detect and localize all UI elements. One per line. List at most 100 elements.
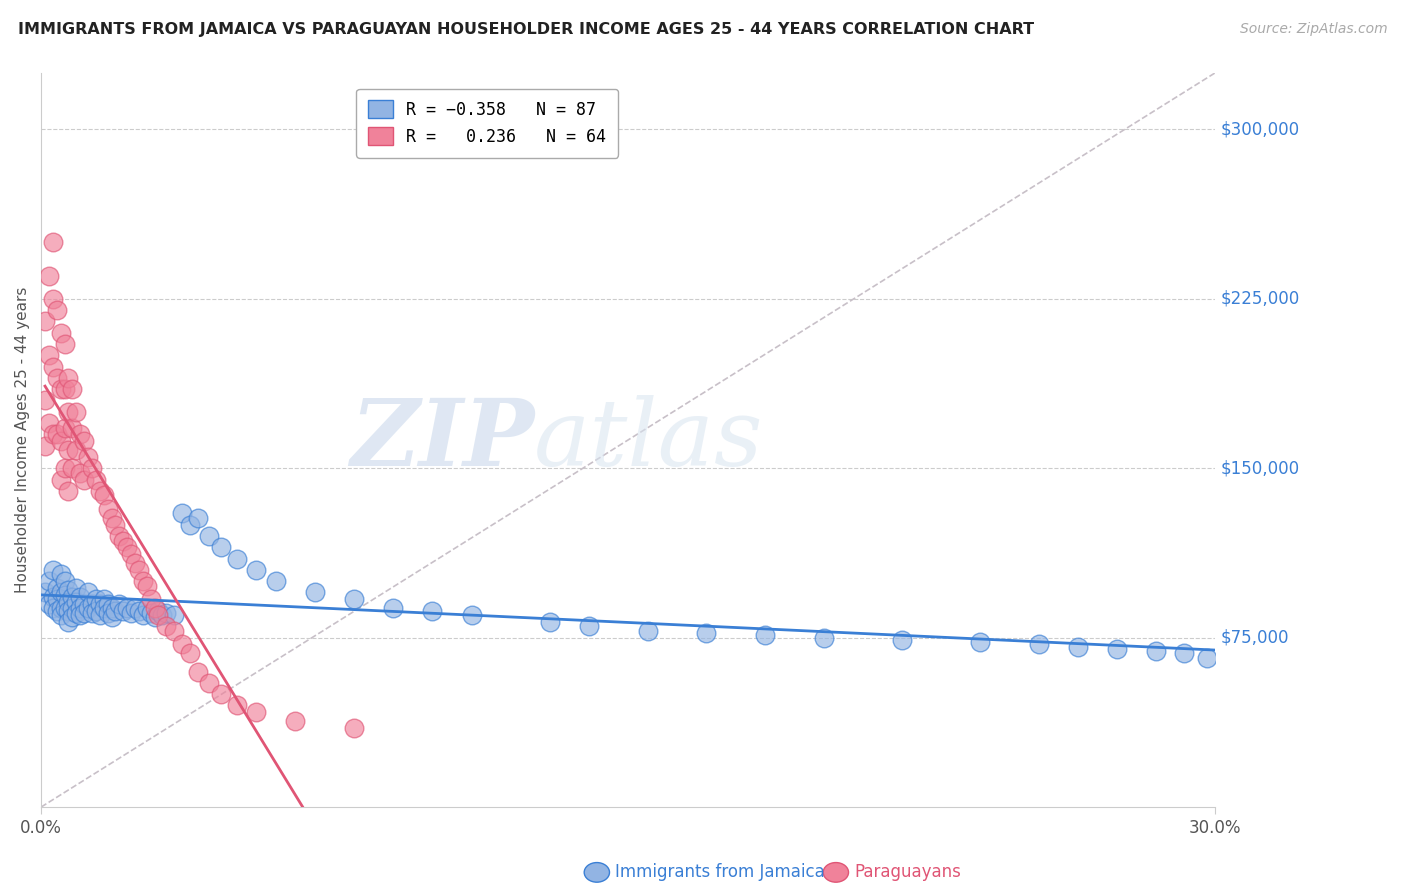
Point — [115, 601, 138, 615]
Point — [62, 610, 84, 624]
Point — [538, 615, 561, 629]
Point — [115, 541, 138, 555]
Point — [112, 603, 135, 617]
Point — [143, 601, 166, 615]
Point — [38, 597, 60, 611]
Point — [62, 601, 84, 615]
Point — [343, 721, 366, 735]
Point — [225, 551, 247, 566]
Point — [80, 597, 103, 611]
Point — [382, 601, 405, 615]
Text: Paraguayans: Paraguayans — [855, 863, 962, 881]
Point — [42, 292, 65, 306]
Text: $225,000: $225,000 — [1220, 290, 1301, 308]
Point — [1067, 640, 1090, 654]
Point — [93, 592, 115, 607]
Point — [163, 624, 186, 638]
Point — [38, 269, 60, 284]
Point — [38, 574, 60, 589]
Point — [152, 608, 174, 623]
Point — [1144, 644, 1167, 658]
Point — [73, 473, 96, 487]
Point — [890, 632, 912, 647]
Point — [69, 590, 91, 604]
Text: atlas: atlas — [534, 395, 763, 485]
Point — [148, 603, 170, 617]
Text: $300,000: $300,000 — [1220, 120, 1301, 138]
Point — [97, 606, 120, 620]
Text: Immigrants from Jamaica: Immigrants from Jamaica — [616, 863, 825, 881]
Point — [112, 533, 135, 548]
Point — [65, 443, 87, 458]
Point — [53, 382, 76, 396]
Point — [77, 601, 100, 615]
Point — [65, 594, 87, 608]
Legend: R = −0.358   N = 87, R =   0.236   N = 64: R = −0.358 N = 87, R = 0.236 N = 64 — [356, 88, 619, 158]
Point — [695, 626, 717, 640]
Point — [245, 705, 267, 719]
Point — [38, 416, 60, 430]
Point — [1028, 637, 1050, 651]
Point — [58, 371, 80, 385]
Point — [84, 473, 107, 487]
Point — [100, 511, 122, 525]
Point — [179, 647, 201, 661]
Point — [128, 603, 150, 617]
Point — [77, 585, 100, 599]
Point — [1173, 647, 1195, 661]
Point — [422, 603, 444, 617]
Point — [128, 563, 150, 577]
Point — [45, 581, 67, 595]
Point — [135, 579, 157, 593]
Point — [124, 601, 146, 615]
Point — [132, 574, 155, 589]
Point — [58, 594, 80, 608]
Point — [187, 665, 209, 679]
Point — [132, 608, 155, 623]
Point — [284, 714, 307, 729]
Point — [100, 601, 122, 615]
Point — [69, 601, 91, 615]
Point — [80, 461, 103, 475]
Point — [89, 608, 111, 623]
Point — [179, 517, 201, 532]
Point — [100, 610, 122, 624]
Point — [155, 606, 177, 620]
Point — [578, 619, 600, 633]
Point — [62, 590, 84, 604]
Point — [69, 466, 91, 480]
Point — [198, 676, 221, 690]
Point — [1197, 651, 1219, 665]
Point — [754, 628, 776, 642]
Point — [49, 585, 72, 599]
Point — [170, 507, 193, 521]
Point — [304, 585, 326, 599]
Point — [148, 608, 170, 623]
Point — [45, 303, 67, 318]
Point — [120, 547, 142, 561]
Point — [73, 434, 96, 449]
Point — [49, 434, 72, 449]
Point — [73, 606, 96, 620]
Point — [813, 631, 835, 645]
Point — [69, 608, 91, 623]
Point — [139, 606, 162, 620]
Point — [65, 606, 87, 620]
Point — [93, 488, 115, 502]
Point — [58, 443, 80, 458]
Point — [34, 314, 56, 328]
Text: IMMIGRANTS FROM JAMAICA VS PARAGUAYAN HOUSEHOLDER INCOME AGES 25 - 44 YEARS CORR: IMMIGRANTS FROM JAMAICA VS PARAGUAYAN HO… — [18, 22, 1035, 37]
Point — [120, 606, 142, 620]
Point — [209, 541, 232, 555]
Point — [89, 597, 111, 611]
Point — [49, 608, 72, 623]
Point — [42, 359, 65, 374]
Point — [45, 371, 67, 385]
Point — [53, 601, 76, 615]
Text: $75,000: $75,000 — [1220, 629, 1289, 647]
Point — [84, 603, 107, 617]
Point — [1107, 642, 1129, 657]
Point — [45, 427, 67, 442]
Point — [53, 588, 76, 602]
Point — [45, 603, 67, 617]
